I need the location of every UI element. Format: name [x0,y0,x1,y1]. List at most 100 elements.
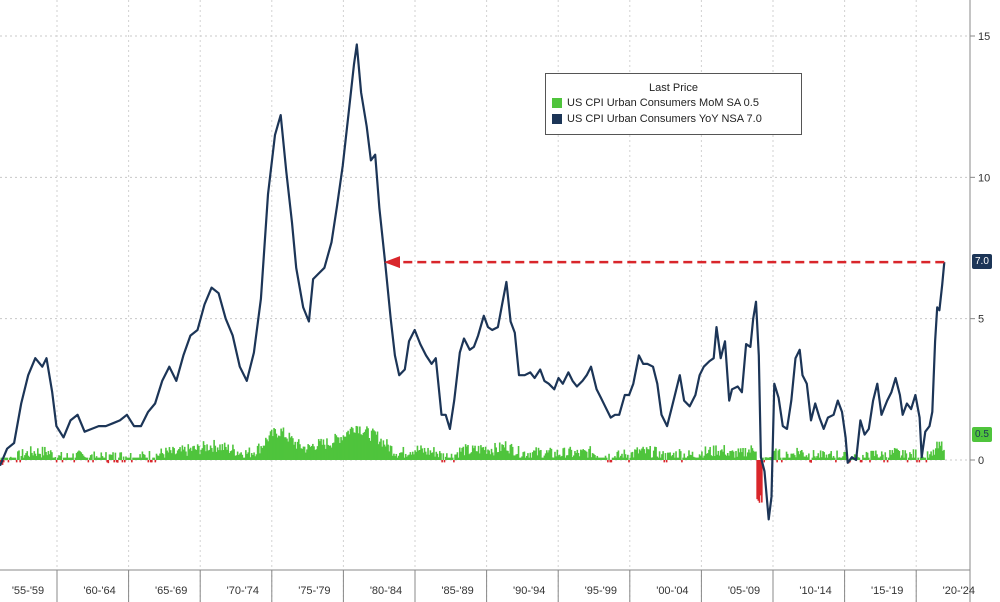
mom-bar [610,460,613,463]
mom-bar [361,435,364,460]
mom-bar [333,442,335,460]
mom-bar [556,449,559,460]
mom-bar [792,453,795,460]
mom-bar [20,455,23,460]
mom-bar [667,452,669,460]
mom-bar [240,452,242,460]
mom-bar [433,447,435,460]
mom-bar [723,445,726,460]
mom-bar [226,449,228,460]
mom-bar [672,452,675,460]
mom-bar [654,446,656,460]
mom-bar [677,457,680,460]
x-tick-label: '00-'04 [656,585,688,597]
mom-bar [615,457,617,460]
mom-bar [886,460,889,463]
mom-bar [104,457,106,460]
mom-bar [196,444,199,460]
mom-bar [860,460,863,463]
mom-bar [663,460,666,463]
mom-bar [777,450,780,460]
mom-bar [504,441,507,460]
mom-bar [853,454,856,460]
mom-bar [822,451,824,460]
mom-bar [840,457,843,460]
mom-bar [508,453,510,460]
mom-bar [122,456,125,460]
mom-bar [246,453,248,460]
legend-label-yoy: US CPI Urban Consumers YoY NSA 7.0 [567,113,762,125]
mom-bar [65,457,67,460]
mom-bar [581,450,583,460]
mom-bar [415,451,418,460]
mom-bar [324,448,327,460]
mom-bar [343,436,346,460]
mom-bar [597,457,600,460]
mom-bar [603,457,606,460]
mom-bar [692,456,695,460]
mom-bar [394,456,396,460]
mom-bar [623,449,626,460]
mom-bar [332,443,334,460]
mom-bar [409,452,412,460]
mom-bar [300,448,302,460]
mom-bar [408,454,411,460]
mom-bar [598,457,601,460]
mom-bar [652,450,655,460]
mom-bar [739,448,742,460]
mom-bar [634,449,636,460]
mom-bar [327,444,329,460]
mom-bar [864,457,867,460]
mom-bar [155,453,158,460]
mom-bar [24,455,26,460]
mom-bar [313,446,315,460]
mom-bar [601,457,603,460]
mom-bar [454,454,456,460]
mom-bar [764,457,767,460]
mom-bar [685,457,688,460]
mom-bar [190,450,193,460]
mom-bar [474,445,476,460]
mom-bar [534,450,536,460]
mom-bar [555,456,557,460]
mom-bar [18,450,20,460]
mom-bar [590,457,593,460]
mom-bar [828,454,830,460]
mom-bar [236,451,239,460]
mom-bar [8,457,11,460]
mom-bar [59,455,61,460]
mom-bar [243,457,246,460]
mom-bar [564,457,567,460]
mom-bar [808,453,810,460]
mom-bar [923,457,925,460]
mom-bar [939,445,942,460]
mom-bar [496,452,499,460]
mom-bar [376,431,379,460]
mom-bar [99,457,101,460]
last-value-yoy-label: 7.0 [972,254,992,270]
mom-bar [525,455,528,460]
mom-bar [843,451,845,460]
mom-bar [627,454,629,460]
mom-bar [589,446,592,460]
mom-bar [809,460,811,463]
mom-bar [438,451,441,460]
mom-bar [307,444,309,460]
mom-bar [533,450,535,460]
mom-bar [326,438,328,460]
mom-bar [315,449,318,460]
mom-bar [936,441,938,460]
mom-bar [757,460,760,501]
mom-bar [40,457,43,460]
mom-bar [192,446,194,460]
mom-bar [762,457,764,460]
mom-bar [225,446,227,460]
mom-bar [892,452,895,460]
mom-bar [488,450,490,460]
mom-bar [641,448,643,460]
legend-title: Last Price [649,82,698,94]
mom-bar [203,445,206,460]
mom-bar [561,455,563,460]
mom-bar [518,457,521,460]
mom-bar [738,452,741,460]
